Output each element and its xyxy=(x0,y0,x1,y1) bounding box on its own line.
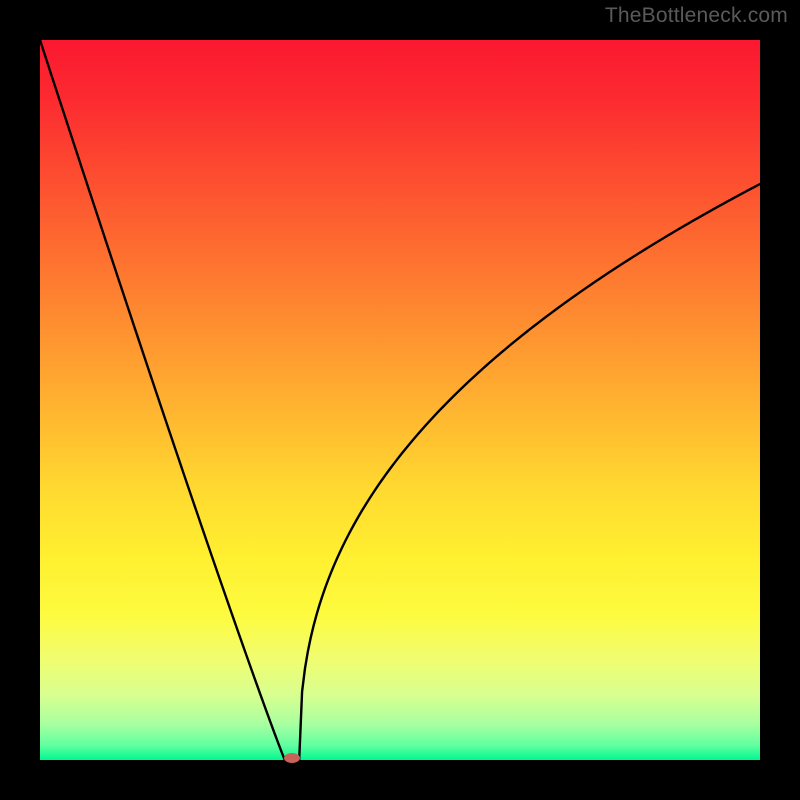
bottleneck-chart xyxy=(0,0,800,800)
chart-svg xyxy=(0,0,800,800)
watermark-text: TheBottleneck.com xyxy=(605,4,788,28)
